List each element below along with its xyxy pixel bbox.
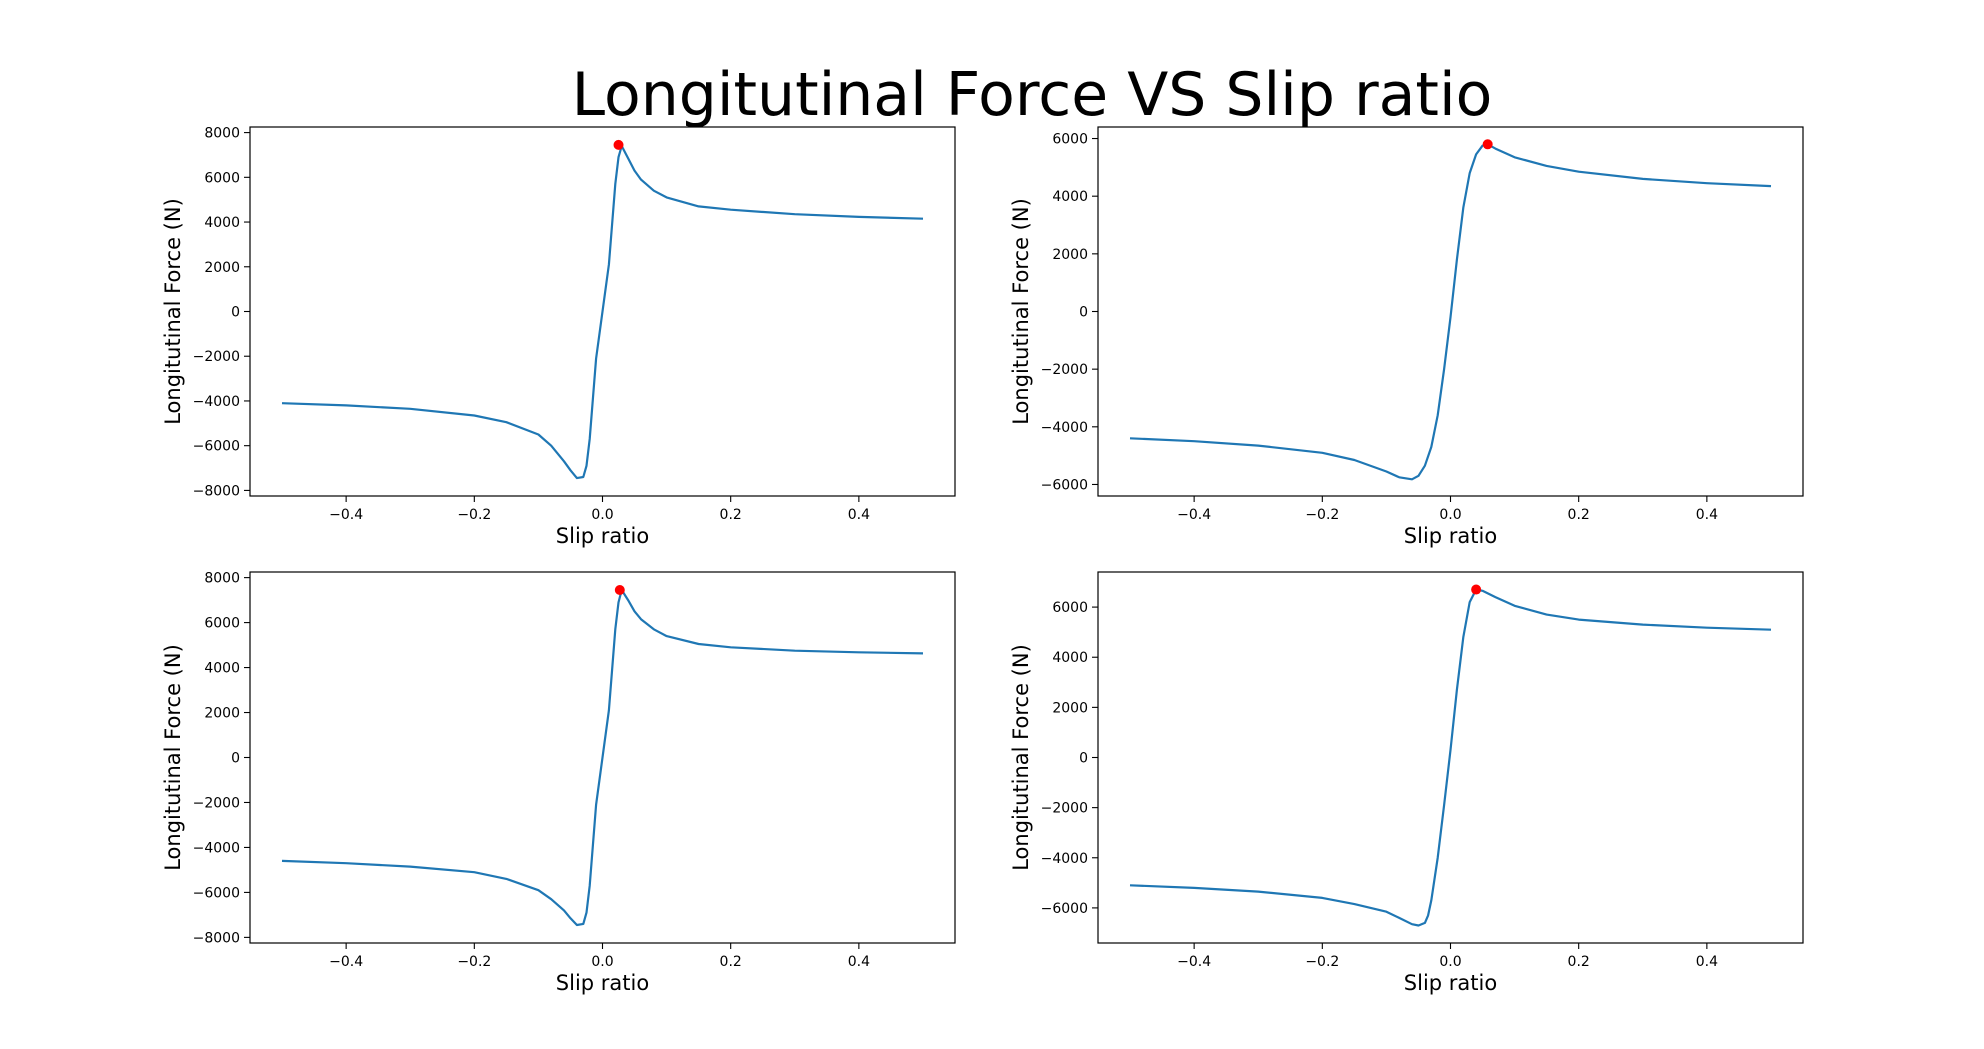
x-tick-label: 0.0 — [1439, 507, 1461, 523]
x-tick-label: 0.4 — [1696, 507, 1718, 523]
y-tick-label: 8000 — [204, 126, 240, 142]
y-tick-label: −2000 — [193, 349, 240, 365]
y-tick-label: −2000 — [1041, 362, 1088, 378]
y-tick-label: 8000 — [204, 571, 240, 587]
x-tick-label: −0.4 — [329, 954, 363, 970]
y-tick-label: −4000 — [193, 394, 240, 410]
x-tick-label: −0.4 — [1177, 507, 1211, 523]
y-tick-label: 2000 — [1052, 700, 1088, 716]
y-tick-label: 4000 — [204, 661, 240, 677]
y-tick-label: 4000 — [1052, 650, 1088, 666]
x-tick-label: 0.2 — [1568, 954, 1590, 970]
y-tick-label: 6000 — [1052, 132, 1088, 148]
force-curve — [281, 588, 924, 927]
x-tick-label: 0.0 — [591, 507, 613, 523]
x-axis-label: Slip ratio — [1404, 971, 1497, 995]
y-tick-label: −4000 — [193, 840, 240, 856]
y-axis-label: Longitutinal Force (N) — [161, 644, 185, 871]
y-tick-label: −8000 — [193, 930, 240, 946]
x-tick-label: 0.0 — [1439, 954, 1461, 970]
x-axis-label: Slip ratio — [556, 971, 649, 995]
y-axis-label: Longitutinal Force (N) — [1009, 198, 1033, 425]
subplot-1: −0.4 −0.2 0.0 0.2 0.4 −8000 −6000 −4000 −2000 0 20… — [161, 126, 956, 548]
x-tick-label: −0.2 — [1305, 954, 1339, 970]
peak-point — [1482, 139, 1493, 150]
y-tick-label: 0 — [1079, 751, 1088, 767]
subplot-2: −0.4 −0.2 0.0 0.2 0.4 −6000 −4000 −2000 0 2000 400… — [1009, 126, 1804, 548]
y-tick-label: −6000 — [1041, 477, 1088, 493]
x-tick-label: 0.2 — [720, 954, 742, 970]
y-axis-label: Longitutinal Force (N) — [1009, 644, 1033, 871]
x-tick-label: 0.2 — [720, 507, 742, 523]
x-tick-label: −0.4 — [1177, 954, 1211, 970]
figure-title: Longitutinal Force VS Slip ratio — [572, 60, 1493, 130]
x-tick-label: −0.2 — [457, 954, 491, 970]
y-tick-label: −2000 — [193, 795, 240, 811]
y-tick-label: 4000 — [1052, 189, 1088, 205]
y-tick-label: 0 — [1079, 305, 1088, 321]
y-tick-label: −2000 — [1041, 801, 1088, 817]
subplot-4: −0.4 −0.2 0.0 0.2 0.4 −6000 −4000 −2000 0 2000 400… — [1009, 571, 1804, 995]
force-curve — [281, 144, 924, 480]
x-tick-label: −0.4 — [329, 507, 363, 523]
y-tick-label: 2000 — [204, 706, 240, 722]
x-tick-label: −0.2 — [457, 507, 491, 523]
x-tick-label: 0.4 — [848, 954, 870, 970]
y-tick-label: −6000 — [1041, 901, 1088, 917]
y-tick-label: 0 — [231, 751, 240, 767]
x-axis-label: Slip ratio — [1404, 524, 1497, 548]
peak-point — [1471, 584, 1482, 595]
y-tick-label: 2000 — [1052, 247, 1088, 263]
y-axis-label: Longitutinal Force (N) — [161, 198, 185, 425]
y-tick-label: 6000 — [204, 616, 240, 632]
x-axis-label: Slip ratio — [556, 524, 649, 548]
y-tick-label: 2000 — [204, 260, 240, 276]
y-tick-label: 6000 — [204, 170, 240, 186]
x-tick-label: 0.4 — [1696, 954, 1718, 970]
x-tick-label: 0.4 — [848, 507, 870, 523]
y-tick-label: 0 — [231, 305, 240, 321]
y-tick-label: 4000 — [204, 215, 240, 231]
y-tick-label: 6000 — [1052, 600, 1088, 616]
force-curve — [1129, 143, 1772, 481]
x-tick-label: 0.2 — [1568, 507, 1590, 523]
force-curve — [1129, 588, 1772, 927]
x-tick-label: 0.0 — [591, 954, 613, 970]
peak-point — [613, 139, 624, 150]
x-tick-label: −0.2 — [1305, 507, 1339, 523]
peak-point — [614, 584, 625, 595]
subplot-3: −0.4 −0.2 0.0 0.2 0.4 −8000 −6000 −4000 −2000 0 20… — [161, 571, 956, 995]
y-tick-label: −6000 — [193, 885, 240, 901]
y-tick-label: −4000 — [1041, 851, 1088, 867]
y-tick-label: −4000 — [1041, 420, 1088, 436]
y-tick-label: −8000 — [193, 483, 240, 499]
subplot-grid: −0.4 −0.2 0.0 0.2 0.4 −8000 −6000 −4000 −2000 0 20… — [161, 126, 1804, 995]
y-tick-label: −6000 — [193, 439, 240, 455]
